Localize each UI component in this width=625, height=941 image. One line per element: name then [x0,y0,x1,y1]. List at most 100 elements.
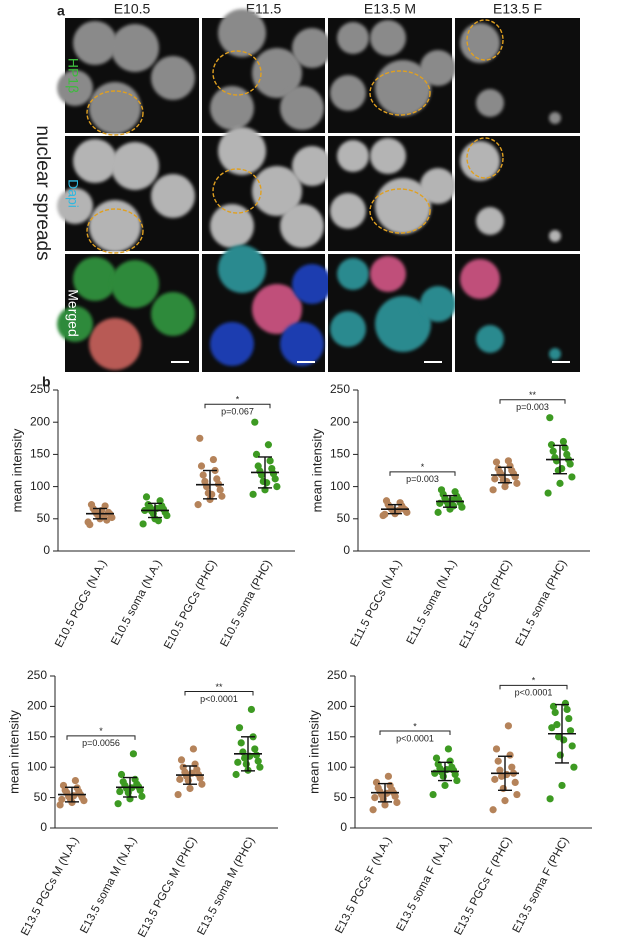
data-point [503,477,511,486]
data-point [513,790,521,799]
data-point [393,798,401,807]
nucleus [218,245,266,293]
nucleus [218,9,266,57]
y-tick-label: 100 [30,479,50,493]
nucleus [151,292,195,336]
y-tick-label: 50 [34,790,48,804]
data-point [506,751,514,759]
data-point [432,754,441,762]
nucleus [420,168,456,204]
data-point [208,490,216,498]
data-point [494,464,502,473]
x-tick-label: E13.5 soma F (PHC) [511,835,572,935]
data-point [213,475,221,483]
nucleus [292,146,332,186]
y-tick-label: 200 [30,414,50,428]
data-point [504,722,512,730]
significance-stars: * [421,462,425,472]
data-point [561,699,570,707]
nucleus [460,23,500,63]
data-point [568,742,576,750]
data-point [249,490,257,498]
nucleus [370,138,406,174]
data-point [242,760,250,768]
nucleus [73,257,117,301]
data-point [563,705,571,714]
data-point [565,714,573,723]
row-label: Merged [65,289,81,336]
data-point [189,745,197,753]
comparison-bracket [66,735,136,740]
data-point [563,450,571,458]
data-point [492,745,501,753]
significance-stars: * [236,395,240,405]
data-point [560,736,568,744]
nucleus [111,260,159,308]
data-point [372,778,381,787]
nucleus [151,56,195,100]
nucleus [210,86,254,130]
column-label: E13.5 F [493,1,542,17]
data-point [556,479,564,487]
data-point [193,766,201,774]
pgc-outline [212,168,262,214]
y-axis-label: mean intensity [309,428,324,512]
data-point [369,806,377,814]
nucleus [337,22,369,54]
data-point [273,483,281,491]
y-axis-label: mean intensity [6,710,21,794]
data-point [119,778,127,786]
row-label: HP1β [65,58,81,93]
data-point [451,488,459,496]
data-point [492,458,501,466]
x-tick-label: E13.5 PGCs F (N.A.) [333,835,394,936]
comparison-bracket [499,399,566,404]
y-tick-label: 250 [27,668,47,682]
side-title: nuclear spreads [32,125,53,260]
x-tick-label: E13.5 soma M (N.A.) [78,835,139,936]
data-point [58,795,66,804]
data-point [142,493,151,501]
data-point [235,724,244,732]
p-value: p<0.0001 [396,733,434,743]
data-point [384,772,392,780]
y-tick-label: 0 [40,820,47,834]
nucleus [57,70,93,106]
x-tick-label: E11.5 soma (N.A.) [405,558,460,647]
significance-stars: ** [215,682,223,692]
data-point [156,497,164,505]
y-tick-label: 150 [327,729,347,743]
data-point [511,778,519,787]
data-point [218,492,226,500]
nucleus [420,50,456,86]
data-point [429,790,437,799]
data-point [174,790,182,799]
data-point [570,763,578,771]
nucleus [73,21,117,65]
data-point [179,763,187,771]
nucleus [370,256,406,292]
data-point [56,801,64,809]
y-tick-label: 100 [27,759,47,773]
pgc-outline [466,19,504,61]
p-value: p=0.067 [221,407,254,417]
nucleus [57,188,93,224]
nucleus [549,230,561,242]
data-point [382,497,391,505]
comparison-bracket [184,690,254,696]
y-tick-label: 0 [343,543,350,557]
p-value: p=0.003 [516,402,549,412]
data-point [254,757,262,765]
data-point [87,501,96,509]
data-point [441,781,449,790]
data-point [197,462,206,470]
data-point [491,775,499,783]
data-point [558,781,566,790]
x-tick-label: E11.5 PGCs (PHC) [458,558,515,650]
data-point [232,770,240,779]
nucleus [89,82,141,134]
y-tick-label: 50 [337,511,351,525]
x-tick-label: E10.5 soma (PHC) [218,558,274,649]
data-point [237,739,245,747]
